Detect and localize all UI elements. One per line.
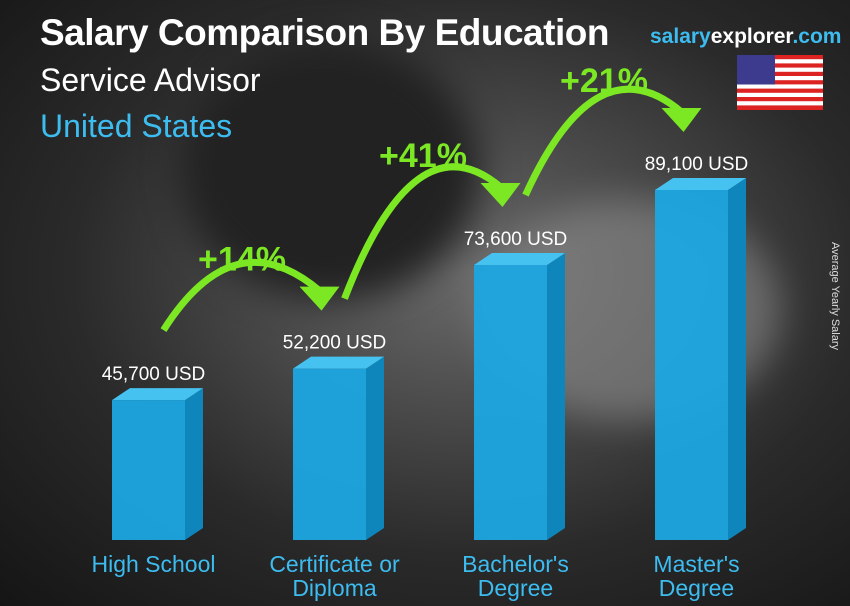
change-arrow — [522, 85, 684, 197]
chart-title: Salary Comparison By Education — [40, 12, 609, 53]
brand-part: .com — [792, 25, 842, 48]
brand-part: explorer — [710, 25, 793, 48]
change-percent: +14% — [198, 241, 286, 279]
arrow-head-icon — [661, 108, 702, 132]
country-name: United States — [40, 108, 233, 144]
bar-side — [185, 388, 203, 540]
category-label: Bachelor's — [462, 551, 569, 577]
value-label: 89,100 USD — [645, 154, 749, 175]
change-percent: +41% — [379, 137, 467, 175]
bar-top — [655, 178, 746, 190]
category-label: High School — [91, 551, 215, 577]
value-label: 73,600 USD — [464, 229, 568, 250]
change-arrow — [160, 258, 322, 332]
bar-top — [112, 388, 203, 401]
category-label: Master's — [653, 551, 739, 577]
bar-side — [728, 178, 746, 540]
value-label: 45,700 USD — [102, 364, 206, 385]
brand-part: salary — [650, 25, 711, 48]
change-arrow — [341, 163, 503, 300]
value-label: 52,200 USD — [283, 333, 387, 354]
bar — [655, 190, 728, 540]
bar-side — [547, 253, 565, 540]
us-flag-icon — [737, 55, 823, 110]
category-label: Diploma — [292, 575, 377, 601]
bar — [112, 400, 185, 540]
category-label: Degree — [478, 575, 553, 601]
bar-top — [293, 356, 384, 369]
bar-side — [366, 356, 384, 540]
arrow-head-icon — [299, 286, 340, 311]
category-label: Certificate or — [269, 551, 400, 577]
arrow-head-icon — [480, 183, 521, 208]
category-label: Degree — [659, 575, 734, 601]
bar-top — [474, 253, 565, 266]
job-title: Service Advisor — [40, 62, 261, 98]
change-percent: +21% — [560, 62, 648, 100]
bar — [474, 265, 547, 540]
brand-logo[interactable]: salaryexplorer.com — [650, 25, 841, 49]
bar — [293, 368, 366, 540]
